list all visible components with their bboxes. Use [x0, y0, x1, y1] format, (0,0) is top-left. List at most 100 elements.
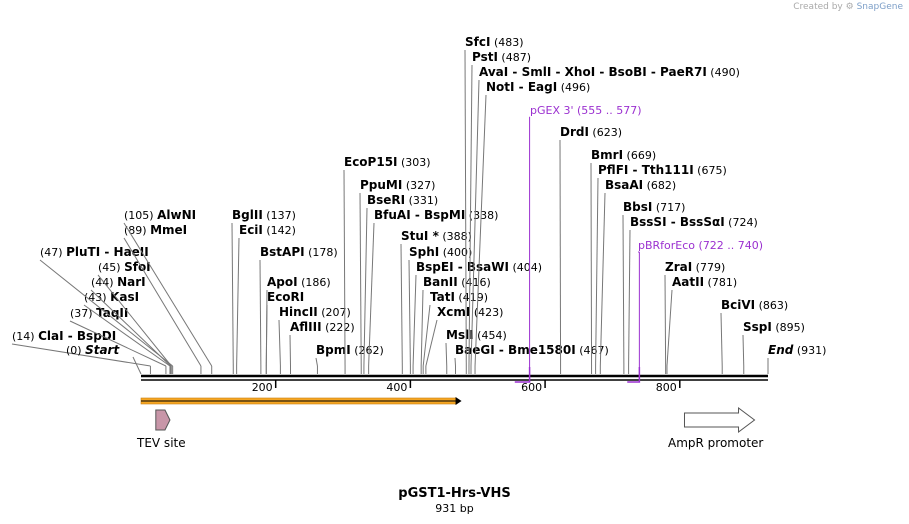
site-label: BaeGI - Bme1580I (467): [455, 343, 609, 357]
restriction-site[interactable]: BseRI (331): [363, 193, 438, 374]
site-label: (37) TaqII: [70, 306, 128, 320]
site-label-part: (623): [589, 126, 622, 139]
site-label-part: (404): [509, 261, 542, 274]
site-label-part: (423): [470, 306, 503, 319]
restriction-site[interactable]: PflFI - Tth111I (675): [595, 163, 727, 374]
ampr-promoter-feature[interactable]: AmpR promoter: [668, 407, 763, 450]
restriction-site[interactable]: AatII (781): [666, 275, 737, 374]
site-label: DrdI (623): [560, 125, 622, 139]
site-label: PpuMI (327): [360, 178, 435, 192]
restriction-site[interactable]: DrdI (623): [559, 125, 622, 374]
site-label-part: Bme1580I: [508, 343, 576, 357]
restriction-site[interactable]: EcoP15I (303): [343, 155, 431, 374]
tev-site-feature[interactable]: TEV site: [136, 409, 186, 450]
site-leader-line: [464, 49, 467, 367]
site-label-part: ApoI: [267, 275, 298, 289]
site-label-part: StuI *: [401, 229, 440, 243]
site-leader-line: [412, 274, 417, 367]
site-label: BstAPI (178): [260, 245, 338, 259]
site-label: ZraI (779): [665, 260, 725, 274]
site-leader-line: [664, 274, 667, 367]
site-leader-line: [590, 162, 593, 367]
restriction-site[interactable]: HincII (207): [278, 305, 351, 374]
site-label: BseRI (331): [367, 193, 438, 207]
gst-arrowhead: [455, 397, 462, 405]
restriction-site[interactable]: AflIII (222): [289, 320, 355, 374]
restriction-site[interactable]: BbsI (717): [622, 200, 685, 374]
restriction-site[interactable]: PpuMI (327): [359, 178, 435, 374]
site-leader-line: [69, 320, 167, 367]
site-label: MslI (454): [446, 328, 507, 342]
site-label-part: (14): [12, 330, 38, 343]
site-label-part: NotI: [486, 80, 515, 94]
restriction-site[interactable]: BmrI (669): [590, 148, 656, 374]
site-label-part: (45): [98, 261, 124, 274]
restriction-site[interactable]: (37) TaqII: [69, 306, 167, 374]
restriction-site[interactable]: (89) MmeI: [123, 223, 202, 374]
restriction-site[interactable]: SspI (895): [742, 320, 805, 374]
site-label-part: (137): [263, 209, 296, 222]
site-label: PstI (487): [472, 50, 531, 64]
restriction-site[interactable]: StuI * (388): [400, 229, 472, 374]
restriction-site[interactable]: BsaAI (682): [599, 178, 676, 374]
restriction-site[interactable]: EcoRI: [265, 290, 304, 374]
restriction-site[interactable]: EciI (142): [236, 223, 296, 374]
site-label-part: BbsI: [623, 200, 652, 214]
primer-label: pGEX 3' (555 .. 577): [530, 104, 642, 117]
restriction-site[interactable]: (105) AlwNI: [123, 208, 213, 374]
site-label: EcoP15I (303): [344, 155, 431, 169]
site-label: SfcI (483): [465, 35, 524, 49]
site-label-part: (863): [755, 299, 788, 312]
restriction-site[interactable]: SfcI (483): [464, 35, 524, 374]
site-leader-line: [474, 94, 487, 367]
site-label-part: (331): [405, 194, 438, 207]
site-label: BanII (416): [423, 275, 491, 289]
restriction-site[interactable]: TatI (419): [422, 290, 488, 374]
restriction-site[interactable]: (14) ClaI - BspDI: [11, 329, 151, 374]
site-label-part: EcoP15I: [344, 155, 398, 169]
restriction-site[interactable]: PstI (487): [468, 50, 531, 374]
restriction-site[interactable]: BciVI (863): [720, 298, 788, 374]
site-label-part: SspI: [743, 320, 772, 334]
site-label-part: (454): [474, 329, 507, 342]
site-label: HincII (207): [279, 305, 351, 319]
site-leader-line: [454, 357, 457, 367]
site-label-part: SphI: [409, 245, 439, 259]
site-leader-line: [720, 312, 723, 367]
plasmid-length: 931 bp: [435, 502, 474, 515]
restriction-site[interactable]: XcmI (423): [425, 305, 504, 374]
site-label: TatI (419): [430, 290, 488, 304]
restriction-site[interactable]: BglII (137): [231, 208, 296, 374]
site-label-part: EagI: [528, 80, 557, 94]
gst-feature[interactable]: [140, 397, 462, 405]
site-label-part: (895): [772, 321, 805, 334]
site-label: ApoI (186): [267, 275, 331, 289]
site-label-part: (669): [623, 149, 656, 162]
restriction-site[interactable]: BspEI - BsaWI (404): [412, 260, 542, 374]
restriction-site[interactable]: BstAPI (178): [259, 245, 338, 374]
tick-label: 800: [656, 381, 677, 394]
watermark-prefix: Created by: [793, 2, 843, 12]
restriction-site[interactable]: BpmI (262): [315, 343, 384, 374]
site-leader-line: [400, 243, 403, 367]
site-label-part: (490): [707, 66, 740, 79]
end-label: End (931): [768, 343, 826, 357]
restriction-site[interactable]: BfuAI - BspMI (338): [368, 208, 499, 374]
site-label-part: (724): [725, 216, 758, 229]
restriction-site[interactable]: AvaI - SmlI - XhoI - BsoBI - PaeR7I (490…: [470, 65, 740, 374]
restriction-site[interactable]: MslI (454): [445, 328, 507, 374]
restriction-site[interactable]: NotI - EagI (496): [474, 80, 590, 374]
site-label-part: EciI: [239, 223, 263, 237]
site-label-part: PstI: [472, 50, 498, 64]
site-label-part: AatII: [672, 275, 704, 289]
restriction-site[interactable]: ZraI (779): [664, 260, 725, 374]
site-label-part: (105): [124, 209, 157, 222]
primer[interactable]: pGEX 3' (555 .. 577): [514, 104, 642, 383]
restriction-site[interactable]: BssSI - BssSαI (724): [628, 215, 758, 374]
restriction-site[interactable]: BaeGI - Bme1580I (467): [454, 343, 609, 374]
site-label: BciVI (863): [721, 298, 788, 312]
site-leader-line: [742, 334, 745, 367]
primer[interactable]: pBRforEco (722 .. 740): [627, 239, 763, 383]
restriction-site[interactable]: SphI (400): [408, 245, 472, 374]
